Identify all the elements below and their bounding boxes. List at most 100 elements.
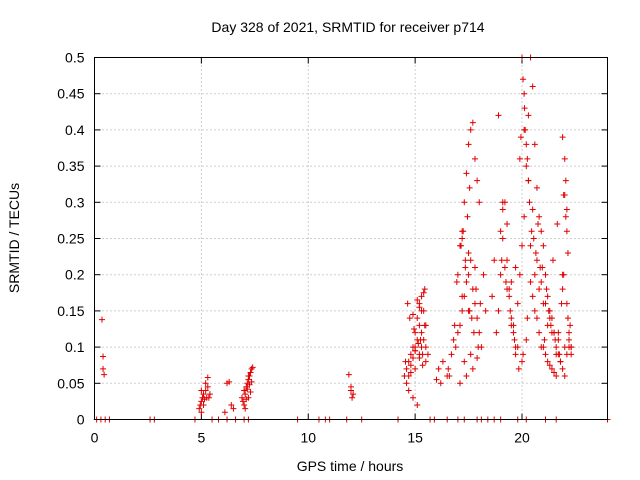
data-point <box>520 76 526 82</box>
data-point <box>517 156 523 162</box>
data-point <box>461 199 467 205</box>
data-point <box>530 207 536 213</box>
data-point <box>495 308 501 314</box>
data-point <box>503 279 509 285</box>
data-point <box>534 257 540 263</box>
data-point <box>536 214 542 220</box>
data-point <box>100 354 106 360</box>
data-point <box>513 351 519 357</box>
data-point <box>474 178 480 184</box>
data-point <box>242 406 248 412</box>
data-point <box>473 286 479 292</box>
data-point <box>524 156 530 162</box>
data-point <box>562 344 568 350</box>
data-point <box>554 221 560 227</box>
data-point <box>525 112 531 118</box>
data-point <box>493 330 499 336</box>
data-point <box>521 214 527 220</box>
data-point <box>451 337 457 343</box>
data-point <box>101 372 107 378</box>
data-point <box>464 214 470 220</box>
y-tick-label: 0 <box>77 412 85 428</box>
data-point <box>455 272 461 278</box>
data-point <box>525 178 531 184</box>
data-point <box>466 250 472 256</box>
data-point <box>410 395 416 401</box>
data-point <box>463 170 469 176</box>
data-point <box>550 257 556 263</box>
data-point <box>476 330 482 336</box>
data-point <box>560 366 566 372</box>
data-point <box>564 228 570 234</box>
x-tick-label: 10 <box>300 430 316 446</box>
data-point <box>411 326 417 332</box>
data-point <box>563 214 569 220</box>
data-point <box>553 344 559 350</box>
data-point <box>420 362 426 368</box>
data-point <box>543 351 549 357</box>
data-point <box>454 279 460 285</box>
data-point <box>555 330 561 336</box>
x-tick-label: 15 <box>407 430 423 446</box>
data-point <box>520 351 526 357</box>
data-point <box>248 389 254 395</box>
data-point <box>508 279 514 285</box>
data-point <box>532 308 538 314</box>
y-tick-label: 0.35 <box>57 158 84 174</box>
tick-labels: 0 5 10 15 2000.050.10.150.20.250.30.350.40.4… <box>57 50 530 446</box>
data-point <box>561 272 567 278</box>
data-point <box>512 337 518 343</box>
data-point <box>483 308 489 314</box>
data-point <box>519 359 525 365</box>
data-point <box>205 375 211 381</box>
data-point <box>534 315 540 321</box>
data-point <box>476 199 482 205</box>
data-point <box>474 355 480 361</box>
data-point <box>567 322 573 328</box>
data-point <box>471 330 477 336</box>
data-point <box>453 344 459 350</box>
data-point <box>534 185 540 191</box>
data-point <box>531 236 537 242</box>
x-tick-label: 0 <box>91 430 99 446</box>
data-point <box>477 301 483 307</box>
data-point <box>404 366 410 372</box>
data-point <box>467 185 473 191</box>
data-point <box>559 301 565 307</box>
data-point <box>472 301 478 307</box>
data-point <box>530 83 536 89</box>
data-point <box>349 395 355 401</box>
data-point <box>404 380 410 386</box>
data-point <box>510 330 516 336</box>
data-point <box>566 337 572 343</box>
data-point <box>422 286 428 292</box>
data-point <box>532 141 538 147</box>
chart-title: Day 328 of 2021, SRMTID for receiver p71… <box>211 19 484 35</box>
chart: Day 328 of 2021, SRMTID for receiver p71… <box>0 0 640 480</box>
data-point <box>504 221 510 227</box>
x-tick-label: 20 <box>514 430 530 446</box>
data-point <box>498 272 504 278</box>
data-point <box>564 301 570 307</box>
grid <box>95 58 608 420</box>
data-point <box>565 250 571 256</box>
data-point <box>100 366 106 372</box>
y-tick-label: 0.2 <box>65 267 85 283</box>
data-point <box>466 272 472 278</box>
data-point <box>414 402 420 408</box>
data-point <box>535 221 541 227</box>
data-point <box>499 257 505 263</box>
data-point <box>557 359 563 365</box>
data-point <box>468 351 474 357</box>
data-point <box>538 228 544 234</box>
data-point <box>526 199 532 205</box>
data-point <box>521 91 527 97</box>
data-point <box>543 272 549 278</box>
data-point <box>502 264 508 270</box>
data-point <box>556 351 562 357</box>
data-point <box>568 351 574 357</box>
data-point <box>563 178 569 184</box>
data-point <box>516 366 522 372</box>
data-point <box>532 272 538 278</box>
data-point <box>459 308 465 314</box>
